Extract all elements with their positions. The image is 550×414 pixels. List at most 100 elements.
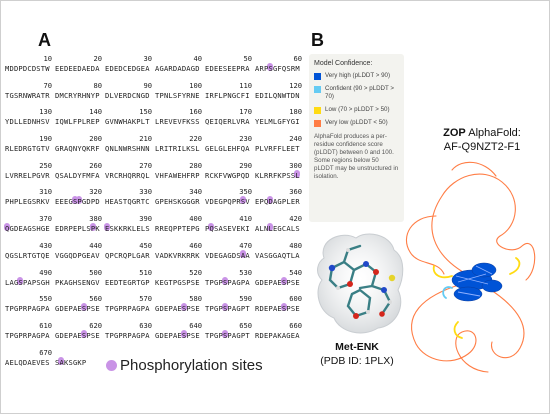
- residue-number: 410: [239, 214, 252, 224]
- sequence-block: LRITRILKSL: [155, 144, 200, 154]
- sequence-block: RLEDRGTGTV: [5, 144, 50, 154]
- sequence-block: GDEPAESPSE: [155, 304, 200, 314]
- residue-number: 560: [89, 294, 102, 304]
- residue-number: 160: [189, 107, 202, 117]
- residue-number: 650: [239, 320, 252, 330]
- panel-label-a: A: [38, 30, 51, 50]
- confidence-item: Very high (pLDDT > 90): [314, 72, 399, 80]
- sequence-block: IQWLFPLREP: [55, 117, 100, 127]
- sequence-block: PLVRFFLEET: [255, 144, 300, 154]
- sequence-row: 190 200 210 220 230 240 RLEDRGTGTV GRAQNYQKRF QN…: [2, 134, 302, 161]
- confidence-swatch: [314, 120, 321, 127]
- sequence-row: 310 320 330 340 350 360 PHPLEGSRKV EEEGSPGDPD HE…: [2, 187, 302, 214]
- residue-number: 580: [189, 294, 202, 304]
- sequence-block: VHFAWEHFRP: [155, 170, 200, 180]
- sequence-row: 490 500 510 520 530 540 LAGSPAPSGH PKAGHSENGV EE…: [2, 267, 302, 295]
- residue-number: 60: [293, 54, 302, 63]
- residue-number: 280: [189, 160, 202, 170]
- sequence-block: RCKFVWGPQD: [205, 170, 250, 180]
- sequence-block: LREVEVFKSS: [155, 117, 200, 127]
- residue-number: 660: [289, 320, 302, 330]
- confidence-item: Low (70 > pLDDT > 50): [314, 106, 399, 114]
- residue-number: 90: [143, 80, 152, 90]
- sequence-block: TGSRNWRATR: [5, 90, 50, 100]
- residue-number: 180: [289, 107, 302, 117]
- sequence-block: VDEGAGDSAA: [205, 250, 250, 260]
- sequence-block: QGSLRTGTQE: [5, 250, 50, 260]
- sequence-block: GDEPAESPSE: [255, 277, 300, 287]
- sequence-block: GDEPAESPSE: [55, 330, 100, 340]
- sequence-block: RDEPAKAGEA: [255, 330, 300, 340]
- residue-number: 70: [43, 80, 52, 90]
- sequence-block: YELMLGFYGI: [255, 117, 300, 127]
- sequence-block: TPGPRPAGPA: [5, 330, 50, 340]
- residue-number: 370: [39, 214, 52, 224]
- sequence-block: VADKVRKRRK: [155, 250, 200, 260]
- residue-number: 390: [139, 214, 152, 224]
- sequence-block: QPCRQPLGAR: [105, 250, 150, 260]
- residue-number: 50: [243, 54, 252, 63]
- confidence-label: Very low (pLDDT < 50): [325, 119, 388, 126]
- residue-number: 270: [139, 160, 152, 170]
- sequence-block: SAKSGKP: [55, 357, 87, 367]
- confidence-title: Model Confidence:: [314, 60, 373, 67]
- residue-number: 210: [139, 134, 152, 144]
- sequence-block: GDEPAESPSE: [155, 330, 200, 340]
- sequence-block: AGARDADAGD: [155, 64, 200, 73]
- residue-number: 290: [239, 160, 252, 170]
- residue-number: 670: [39, 347, 52, 357]
- residue-number: 190: [39, 134, 52, 144]
- residue-number: 630: [139, 320, 152, 330]
- residue-number: 220: [189, 134, 202, 144]
- residue-number: 100: [189, 80, 202, 90]
- residue-number: 110: [239, 80, 252, 90]
- residue-number: 320: [89, 187, 102, 197]
- residue-number: 150: [139, 107, 152, 117]
- residue-number: 40: [193, 54, 202, 63]
- zop-source: AlphaFold:: [465, 127, 521, 139]
- met-enk-pdb: (PDB ID: 1PLX): [320, 355, 394, 367]
- sequence-block: TPNLSFYRNE: [155, 90, 200, 100]
- phospho-dot-icon: [106, 360, 117, 371]
- sequence-block: GDEPAESPSE: [55, 304, 100, 314]
- sequence-row: 430 440 450 460 470 480 QGSLRTGTQE VGGQDPGEAV QP…: [2, 240, 302, 268]
- protein-sequence: 10 20 30 40 50 60 MDDPDCDSTW EEDEEDAEDA EDEDCEDG…: [2, 54, 302, 375]
- residue-number: 460: [189, 240, 202, 250]
- confidence-swatch: [314, 86, 321, 93]
- sequence-row: 670 AELQDAEVES SAKSGKP: [2, 348, 300, 375]
- residue-number: 330: [139, 187, 152, 197]
- confidence-legend: Model Confidence: Very high (pLDDT > 90)…: [309, 54, 404, 222]
- residue-number: 500: [89, 267, 102, 277]
- sequence-block: IRFLPNGCFI: [205, 90, 250, 100]
- met-enk-caption: Met-ENK (PDB ID: 1PLX): [306, 340, 408, 368]
- sequence-block: VGGQDPGEAV: [55, 250, 100, 260]
- residue-number: 80: [93, 80, 102, 90]
- met-enk-name: Met-ENK: [335, 341, 379, 353]
- sequence-block: EPQDAGPLER: [255, 197, 300, 207]
- phospho-legend: Phosphorylation sites: [106, 357, 263, 374]
- sequence-block: VDEGPQPRSV: [205, 197, 250, 207]
- panel-label-b: B: [311, 30, 324, 50]
- zop-name: ZOP: [443, 127, 466, 139]
- residue-number: 640: [189, 320, 202, 330]
- residue-number: 120: [289, 80, 302, 90]
- sequence-block: DMCRYRHNYP: [55, 90, 100, 100]
- confidence-item: Very low (pLDDT < 50): [314, 119, 399, 127]
- residue-number: 510: [139, 267, 152, 277]
- residue-number: 170: [239, 107, 252, 117]
- sequence-block: HEASTQGRTC: [105, 197, 150, 207]
- sequence-block: VASGGAQTLA: [255, 250, 300, 260]
- sequence-block: VRCRHQRRQL: [105, 170, 150, 180]
- residue-number: 140: [89, 107, 102, 117]
- residue-number: 260: [89, 160, 102, 170]
- residue-number: 10: [43, 54, 52, 63]
- sequence-block: EDRPEPLSPK: [55, 224, 100, 234]
- residue-number: 300: [289, 160, 302, 170]
- sequence-block: GELGLEHFQA: [205, 144, 250, 154]
- residue-number: 340: [189, 187, 202, 197]
- residue-number: 490: [39, 267, 52, 277]
- sequence-row: 550 560 570 580 590 600 TPGPRPAGPA GDEPAESPSE TP…: [2, 294, 302, 321]
- sequence-block: EDILQNWTDN: [255, 90, 300, 100]
- confidence-label: Confident (90 > pLDDT > 70): [325, 85, 395, 100]
- sequence-block: PKAGHSENGV: [55, 277, 100, 287]
